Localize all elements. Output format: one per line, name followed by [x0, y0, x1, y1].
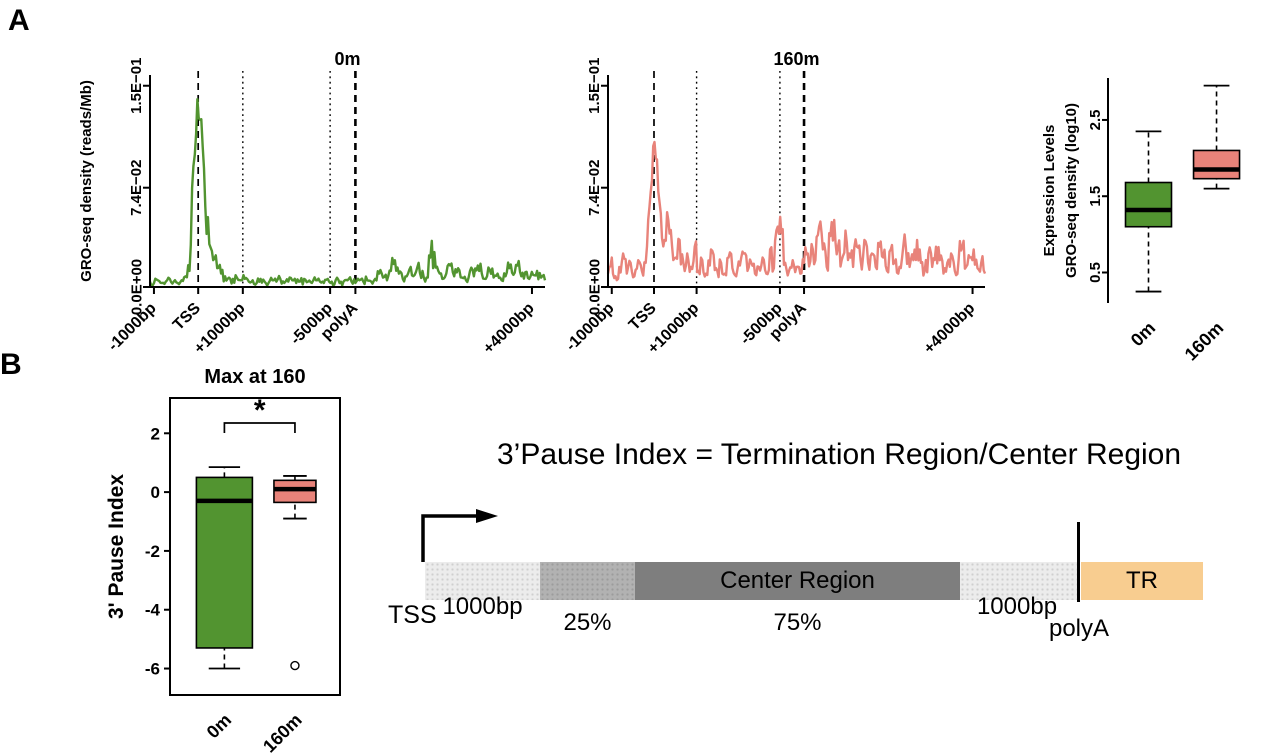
segment-center-region [635, 562, 960, 600]
svg-text:-6: -6 [145, 660, 160, 679]
svg-text:160m: 160m [1181, 318, 1228, 365]
svg-text:0m: 0m [203, 710, 236, 743]
pct-25-label: 25% [563, 609, 612, 636]
expression-levels-boxplot: 0.5 1.5 2.5 0m 160m Expression Levels GRO-seq … [1041, 78, 1241, 364]
panel-a-label: A [8, 4, 30, 37]
svg-text:0m: 0m [334, 49, 360, 69]
pause-index-boxplot: 2 0 -2 -4 -6 0m 160m * Max at 160 3' Pause Index [105, 366, 341, 755]
pct-75-label: 75% [773, 609, 822, 636]
svg-text:Max at 160: Max at 160 [204, 366, 305, 388]
segment-downstream-1000bp [960, 562, 1077, 600]
svg-text:+4000bp: +4000bp [921, 300, 979, 358]
svg-text:Expression Levels: Expression Levels [1041, 125, 1058, 257]
svg-text:GRO-seq density (log10): GRO-seq density (log10) [1063, 103, 1080, 278]
svg-text:0.5: 0.5 [1087, 262, 1104, 283]
svg-text:1.5: 1.5 [1087, 186, 1104, 207]
segment-termination-region [1081, 562, 1203, 600]
center-region-label: Center Region [720, 567, 875, 594]
svg-text:0.0E+00: 0.0E+00 [586, 259, 603, 315]
tr-label: TR [1126, 567, 1158, 594]
segment-upstream-1000bp [425, 562, 540, 600]
svg-text:-4: -4 [145, 601, 161, 620]
polya-label: polyA [1048, 615, 1110, 642]
polya-site-line [1077, 522, 1080, 602]
svg-text:GRO-seq density (reads/Mb): GRO-seq density (reads/Mb) [78, 80, 95, 282]
segment-first-25pct [540, 562, 635, 600]
svg-text:3' Pause Index: 3' Pause Index [105, 474, 128, 619]
svg-text:TSS: TSS [626, 300, 660, 334]
tss-label: TSS [388, 601, 437, 629]
svg-text:0m: 0m [1127, 318, 1160, 351]
tss-arrow-icon [421, 509, 498, 562]
svg-text:-2: -2 [145, 542, 160, 561]
svg-text:+4000bp: +4000bp [480, 300, 538, 358]
gro-seq-density-plot-0m: 0.0E+007.4E−021.5E−01-1000bp TSS+1000bp -5… [78, 49, 547, 358]
svg-text:160m: 160m [259, 710, 306, 755]
upstream-1000bp-label: 1000bp [442, 593, 523, 620]
gro-seq-density-plot-160m: 0.0E+007.4E−021.5E−01-1000bp TSS+1000bp -5… [563, 49, 987, 358]
svg-text:160m: 160m [773, 49, 819, 69]
svg-text:1.5E−01: 1.5E−01 [128, 58, 145, 114]
svg-text:7.4E−02: 7.4E−02 [586, 160, 603, 216]
svg-text:0: 0 [151, 483, 160, 502]
panel-b-label: B [0, 348, 22, 381]
svg-text:1.5E−01: 1.5E−01 [586, 58, 603, 114]
svg-text:2.5: 2.5 [1087, 110, 1104, 131]
downstream-1000bp-label: 1000bp [976, 593, 1058, 620]
schematic-title: 3’Pause Index = Termination Region/Cente… [497, 438, 1182, 471]
svg-text:*: * [254, 394, 266, 427]
svg-text:7.4E−02: 7.4E−02 [128, 160, 145, 216]
svg-text:0.0E+00: 0.0E+00 [128, 259, 145, 315]
svg-text:TSS: TSS [170, 300, 204, 334]
svg-text:2: 2 [151, 424, 160, 443]
